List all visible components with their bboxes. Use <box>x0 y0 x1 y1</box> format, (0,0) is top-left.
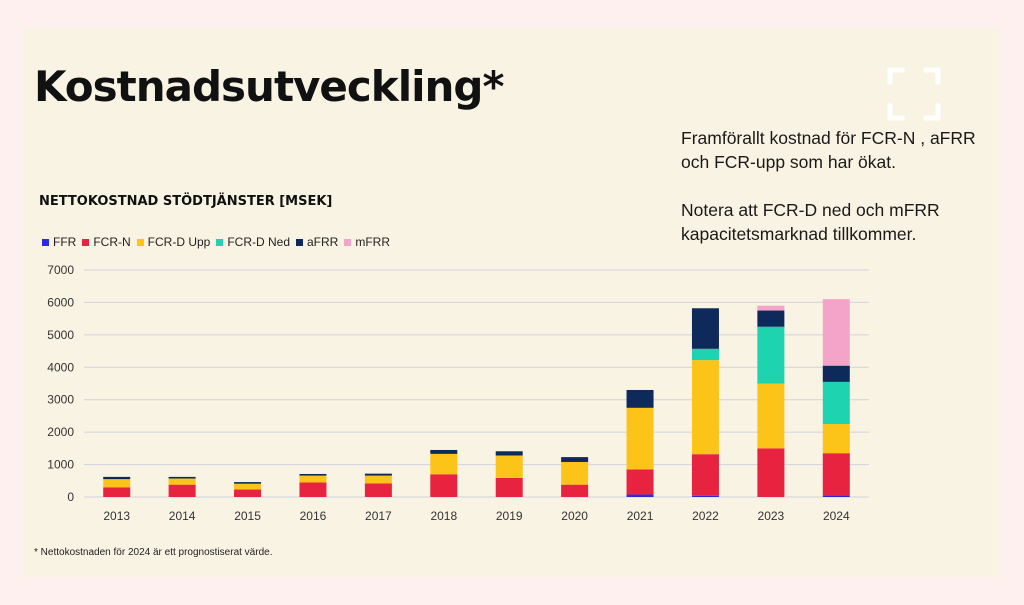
bar-segment <box>103 476 131 480</box>
y-tick-label: 0 <box>67 490 74 504</box>
legend-swatch <box>82 238 90 246</box>
note-paragraph: Framförallt kostnad för FCR-N , aFRR och… <box>681 128 976 172</box>
bar-segment <box>757 305 785 311</box>
bar-segment <box>822 381 850 425</box>
chart-legend: FFR FCR-N FCR-D Upp FCR-D Ned aFRR mFRR <box>42 235 396 249</box>
legend-label: FCR-D Upp <box>147 235 211 249</box>
bar-segment <box>757 310 785 327</box>
x-tick-label: 2023 <box>758 509 785 523</box>
bar-segment <box>626 469 654 495</box>
legend-swatch <box>42 238 49 246</box>
bar-segment <box>757 448 785 497</box>
bar-chart: 0 1000 2000 3000 4000 5000 6000 7000 2013 2014 201… <box>47 263 869 523</box>
bar-segment <box>430 453 458 475</box>
legend-item: FCR-N <box>82 235 131 249</box>
bar-segment <box>299 473 327 476</box>
x-tick-label: 2015 <box>234 509 261 523</box>
legend-item: FCR-D Upp <box>136 235 211 249</box>
bar-segment <box>495 455 523 478</box>
legend-item: mFRR <box>344 235 390 249</box>
bar-segment <box>430 449 458 454</box>
fullscreen-icon[interactable] <box>886 66 942 122</box>
bar-segment <box>822 299 850 366</box>
bar-segment <box>757 326 785 384</box>
x-tick-label: 2021 <box>627 509 654 523</box>
legend-swatch <box>136 238 144 246</box>
bar-segment <box>822 495 850 497</box>
bar-segment <box>495 451 523 456</box>
bar-segment <box>234 482 262 484</box>
legend-label: mFRR <box>355 235 391 249</box>
bar-segment <box>626 389 654 408</box>
footnote: * Nettokostnaden för 2024 är ett prognos… <box>34 547 273 558</box>
x-tick-label: 2022 <box>692 509 719 523</box>
legend-item: FFR <box>42 235 76 249</box>
legend-label: FFR <box>53 235 77 249</box>
x-tick-label: 2017 <box>365 509 392 523</box>
bar-segment <box>757 383 785 449</box>
y-tick-label: 6000 <box>47 295 74 309</box>
y-tick-label: 5000 <box>47 328 74 342</box>
legend-swatch <box>296 238 303 246</box>
legend-swatch <box>344 238 352 246</box>
bar-segment <box>691 495 719 497</box>
slide: Kostnadsutveckling* Framförallt kostnad … <box>24 28 999 577</box>
x-tick-label: 2016 <box>300 509 327 523</box>
bar-segment <box>495 477 523 497</box>
y-tick-label: 1000 <box>47 458 74 472</box>
x-tick-label: 2014 <box>169 509 196 523</box>
bar-segment <box>626 494 654 497</box>
bar-segment <box>364 483 392 497</box>
bar-segment <box>822 424 850 454</box>
legend-item: FCR-D Ned <box>216 235 290 249</box>
bar-segment <box>299 482 327 497</box>
legend-item: aFRR <box>296 235 338 249</box>
bar-segment <box>822 365 850 382</box>
bar-segment <box>103 479 131 488</box>
bar-segment <box>103 487 131 497</box>
y-tick-label: 3000 <box>47 393 74 407</box>
bar-segment <box>299 475 327 483</box>
y-tick-label: 4000 <box>47 360 74 374</box>
bar-segment <box>168 478 196 485</box>
legend-label: FCR-D Ned <box>227 235 290 249</box>
bar-segment <box>691 348 719 361</box>
y-tick-label: 2000 <box>47 425 74 439</box>
bar-segment <box>626 407 654 470</box>
bar-segment <box>561 457 589 462</box>
bar-segment <box>822 453 850 496</box>
bar-segment <box>364 475 392 484</box>
bar-segment <box>168 484 196 497</box>
page-title: Kostnadsutveckling* <box>34 62 504 111</box>
bar-segment <box>234 483 262 490</box>
x-tick-label: 2018 <box>430 509 457 523</box>
legend-label: aFRR <box>307 235 339 249</box>
bar-segment <box>234 489 262 497</box>
x-tick-label: 2019 <box>496 509 523 523</box>
x-tick-label: 2013 <box>103 509 130 523</box>
bar-segment <box>691 308 719 349</box>
bar-segment <box>168 476 196 479</box>
y-tick-label: 7000 <box>47 263 74 277</box>
bar-segment <box>561 484 589 497</box>
chart-title: NETTOKOSTNAD STÖDTJÄNSTER [MSEK] <box>39 194 333 209</box>
bar-segment <box>691 360 719 455</box>
legend-label: FCR-N <box>93 235 131 249</box>
bar-segment <box>364 473 392 476</box>
notes: Framförallt kostnad för FCR-N , aFRR och… <box>681 126 1001 270</box>
bar-segment <box>691 454 719 496</box>
x-tick-label: 2024 <box>823 509 850 523</box>
legend-swatch <box>216 238 224 246</box>
bar-segment <box>430 474 458 497</box>
note-paragraph: Notera att FCR-D ned och mFRR kapacitets… <box>681 200 940 244</box>
bar-segment <box>561 461 589 485</box>
x-tick-label: 2020 <box>561 509 588 523</box>
